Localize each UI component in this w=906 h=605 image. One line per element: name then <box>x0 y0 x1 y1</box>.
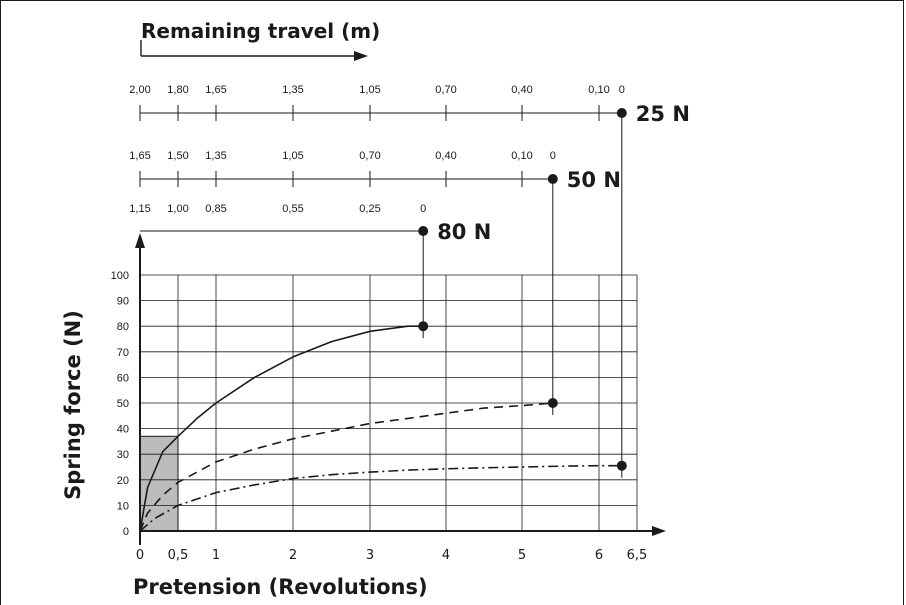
y-tick-label: 10 <box>117 500 129 512</box>
series-line-25n <box>139 464 622 532</box>
scale-tick-label: 1,05 <box>359 84 380 96</box>
y-tick-label: 20 <box>117 475 129 487</box>
scale-tick-label: 2,00 <box>129 84 150 96</box>
y-tick-label: 40 <box>117 424 129 436</box>
x-tick-label: 2 <box>289 548 297 563</box>
scale-tick-label: 0,55 <box>282 203 303 215</box>
scale-tick-label: 1,35 <box>205 150 226 162</box>
travel-scale-50n: 1,65 1,50 1,35 1,05 0,70 0,40 0,10 0 50 N <box>129 150 621 415</box>
chart-title: Remaining travel (m) <box>141 19 380 43</box>
force-label: 50 N <box>567 168 621 192</box>
x-tick-label: 6,5 <box>627 548 648 563</box>
scale-tick-label: 0,85 <box>205 203 226 215</box>
scale-tick-label: 1,05 <box>282 150 303 162</box>
scale-tick-label: 0,10 <box>588 84 609 96</box>
scale-tick-label: 0,70 <box>359 150 380 162</box>
scale-tick-label: 0,40 <box>511 84 532 96</box>
x-tick-label: 6 <box>595 548 603 563</box>
x-tick-label: 0,5 <box>168 548 189 563</box>
scale-end-marker <box>418 226 429 236</box>
scale-tick-label: 0,40 <box>435 150 456 162</box>
x-tick-label: 5 <box>518 548 526 563</box>
y-tick-label: 90 <box>117 296 129 308</box>
y-tick-label: 80 <box>117 321 129 333</box>
force-label: 25 N <box>636 102 690 126</box>
title-arrow <box>140 40 368 61</box>
plot-area: 0 10 20 30 40 50 60 70 80 90 100 0 0,5 1 2 3 4 5 6 6,5 <box>111 233 666 563</box>
series-end-point <box>547 398 558 408</box>
y-tick-label: 100 <box>111 270 129 282</box>
remaining-travel-scales: 2,00 1,80 1,65 1,35 1,05 0,70 0,40 0,10 0 25 N 1,6… <box>129 84 690 478</box>
x-tick-label: 4 <box>442 548 450 563</box>
y-tick-label: 70 <box>117 347 129 359</box>
force-label: 80 N <box>437 220 491 244</box>
scale-tick-label: 1,15 <box>129 203 150 215</box>
x-axis-label: Pretension (Revolutions) <box>133 575 428 599</box>
y-axis-label: Spring force (N) <box>61 310 85 500</box>
y-tick-label: 0 <box>123 526 129 538</box>
scale-tick-label: 1,80 <box>167 84 188 96</box>
y-axis-arrow <box>135 233 145 248</box>
scale-tick-label: 0,25 <box>359 203 380 215</box>
scale-tick-label: 0 <box>619 84 625 96</box>
scale-end-marker <box>616 108 627 118</box>
series-end-point <box>418 321 429 332</box>
x-tick-label: 3 <box>366 548 374 563</box>
scale-tick-label: 1,00 <box>167 203 188 215</box>
y-tick-label: 60 <box>117 372 129 384</box>
x-tick-label: 0 <box>136 548 144 563</box>
scale-tick-label: 0,10 <box>511 150 532 162</box>
scale-tick-label: 0 <box>420 203 426 215</box>
series-line-50n <box>139 402 553 532</box>
x-tick-label: 1 <box>212 548 220 563</box>
x-axis-arrow <box>652 526 666 536</box>
series-line-80n <box>139 325 424 532</box>
scale-tick-label: 1,35 <box>282 84 303 96</box>
scale-tick-label: 1,50 <box>167 150 188 162</box>
scale-tick-label: 1,65 <box>129 150 150 162</box>
travel-scale-80n: 1,15 1,00 0,85 0,55 0,25 0 80 N <box>129 203 491 339</box>
series-end-point <box>616 460 627 471</box>
y-tick-label: 30 <box>117 449 129 461</box>
travel-scale-25n: 2,00 1,80 1,65 1,35 1,05 0,70 0,40 0,10 0 25 N <box>129 84 690 478</box>
scale-tick-label: 0,70 <box>435 84 456 96</box>
scale-end-marker <box>547 174 558 184</box>
scale-tick-label: 1,65 <box>205 84 226 96</box>
scale-tick-label: 0 <box>550 150 556 162</box>
y-tick-label: 50 <box>117 398 129 410</box>
